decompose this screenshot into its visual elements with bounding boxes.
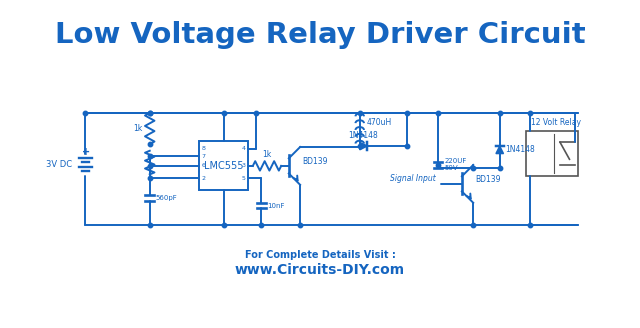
Polygon shape [496, 146, 504, 154]
Text: 560pF: 560pF [156, 195, 178, 201]
Text: www.Circuits-DIY.com: www.Circuits-DIY.com [235, 263, 405, 277]
Text: 1N4148: 1N4148 [349, 131, 378, 140]
Text: 5: 5 [241, 176, 245, 181]
Text: BD139: BD139 [475, 174, 500, 184]
Text: Low Voltage Relay Driver Circuit: Low Voltage Relay Driver Circuit [54, 21, 586, 49]
Text: 2: 2 [202, 176, 206, 181]
Text: 1k: 1k [262, 150, 271, 159]
Text: 4: 4 [241, 146, 245, 151]
Text: BD139: BD139 [302, 157, 328, 166]
Bar [199, 141, 248, 191]
Text: Signal Input: Signal Input [390, 174, 435, 183]
Text: 1k: 1k [133, 124, 142, 133]
Text: 10nF: 10nF [268, 203, 285, 209]
Text: 12 Volt Relay: 12 Volt Relay [531, 118, 582, 127]
Text: 8: 8 [202, 146, 205, 151]
Text: +: + [83, 147, 90, 157]
Text: 3V DC: 3V DC [46, 160, 72, 170]
Text: LMC555: LMC555 [204, 161, 243, 171]
Text: 3: 3 [241, 163, 245, 168]
Text: 1N4148: 1N4148 [506, 145, 535, 154]
Text: For Complete Details Visit :: For Complete Details Visit : [244, 250, 396, 260]
Text: 220UF
50V: 220UF 50V [444, 158, 467, 172]
Text: 470uH: 470uH [366, 118, 392, 127]
Bar [525, 131, 578, 176]
Polygon shape [360, 142, 367, 150]
Text: 6: 6 [202, 163, 205, 168]
Text: 7: 7 [202, 154, 206, 159]
